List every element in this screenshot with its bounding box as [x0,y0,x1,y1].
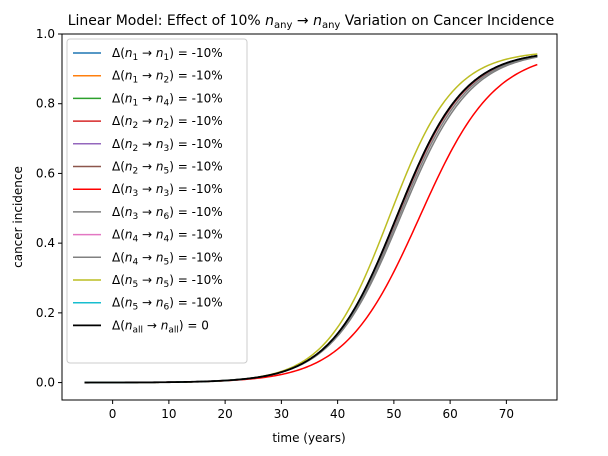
legend-label: Δ(nall → nall) = 0 [112,318,209,335]
y-tick-label: 0.0 [36,376,55,390]
title-symbol: n [265,13,274,29]
legend-entry: Δ(n2 → n2) = -10% [73,114,223,131]
legend-label: Δ(n1 → n1) = -10% [112,46,223,63]
chart-title: Linear Model: Effect of 10% nany → nany … [68,13,555,31]
x-axis: 0 10 20 30 40 50 60 70 [109,400,514,421]
axes-frame [61,33,558,401]
legend: Δ(n1 → n1) = -10% Δ(n1 → n2) = -10% Δ(n1 →… [66,38,248,364]
legend-label: Δ(n2 → n2) = -10% [112,114,223,131]
title-subscript: any [274,20,292,31]
x-tick-label: 10 [161,407,176,421]
y-tick-label: 0.6 [36,166,55,180]
legend-label: Δ(n1 → n2) = -10% [112,69,223,86]
legend-entry: Δ(n2 → n3) = -10% [73,137,223,154]
x-tick-label: 30 [274,407,289,421]
y-tick-label: 0.4 [36,236,55,250]
legend-entry: Δ(n1 → n2) = -10% [73,69,223,86]
x-tick-label: 20 [217,407,232,421]
legend-box [66,38,248,364]
y-tick-label: 0.8 [36,97,55,111]
x-tick-label: 70 [499,407,514,421]
legend-entry: Δ(n5 → n6) = -10% [73,296,223,313]
plot-area [61,33,558,401]
legend-entry: Δ(n3 → n3) = -10% [73,182,223,199]
title-prefix: Linear Model: Effect of 10% [68,13,265,29]
title-symbol: n [313,13,322,29]
legend-entry: Δ(n2 → n5) = -10% [73,160,223,177]
series-line-all-all [84,54,538,384]
legend-entry: Δ(n3 → n6) = -10% [73,205,223,222]
legend-label: Δ(n1 → n4) = -10% [112,91,223,108]
x-axis-label: time (years) [272,431,345,445]
title-suffix: Variation on Cancer Incidence [340,13,554,29]
y-axis-label: cancer incidence [11,166,25,268]
y-tick-label: 0.2 [36,306,55,320]
x-tick-label: 60 [442,407,457,421]
legend-entry: Δ(n1 → n1) = -10% [73,46,223,63]
legend-entry: Δ(n1 → n4) = -10% [73,91,223,108]
legend-label: Δ(n5 → n6) = -10% [112,296,223,313]
legend-entry: Δ(n4 → n5) = -10% [73,250,223,267]
x-tick-label: 0 [109,407,117,421]
legend-label: Δ(n3 → n6) = -10% [112,205,223,222]
legend-entry: Δ(nall → nall) = 0 [73,318,209,335]
series-lines [84,53,538,384]
title-arrow: → [292,13,313,29]
legend-label: Δ(n4 → n5) = -10% [112,250,223,267]
y-axis: 0.0 0.2 0.4 0.6 0.8 1.0 [36,27,62,390]
legend-label: Δ(n4 → n4) = -10% [112,228,223,245]
legend-label: Δ(n5 → n5) = -10% [112,273,223,290]
x-tick-label: 50 [386,407,401,421]
y-tick-label: 1.0 [36,27,55,41]
legend-label: Δ(n2 → n5) = -10% [112,160,223,177]
legend-label: Δ(n3 → n3) = -10% [112,182,223,199]
legend-entry: Δ(n5 → n5) = -10% [73,273,223,290]
title-subscript: any [322,20,340,31]
legend-entry: Δ(n4 → n4) = -10% [73,228,223,245]
legend-label: Δ(n2 → n3) = -10% [112,137,223,154]
x-tick-label: 40 [330,407,345,421]
